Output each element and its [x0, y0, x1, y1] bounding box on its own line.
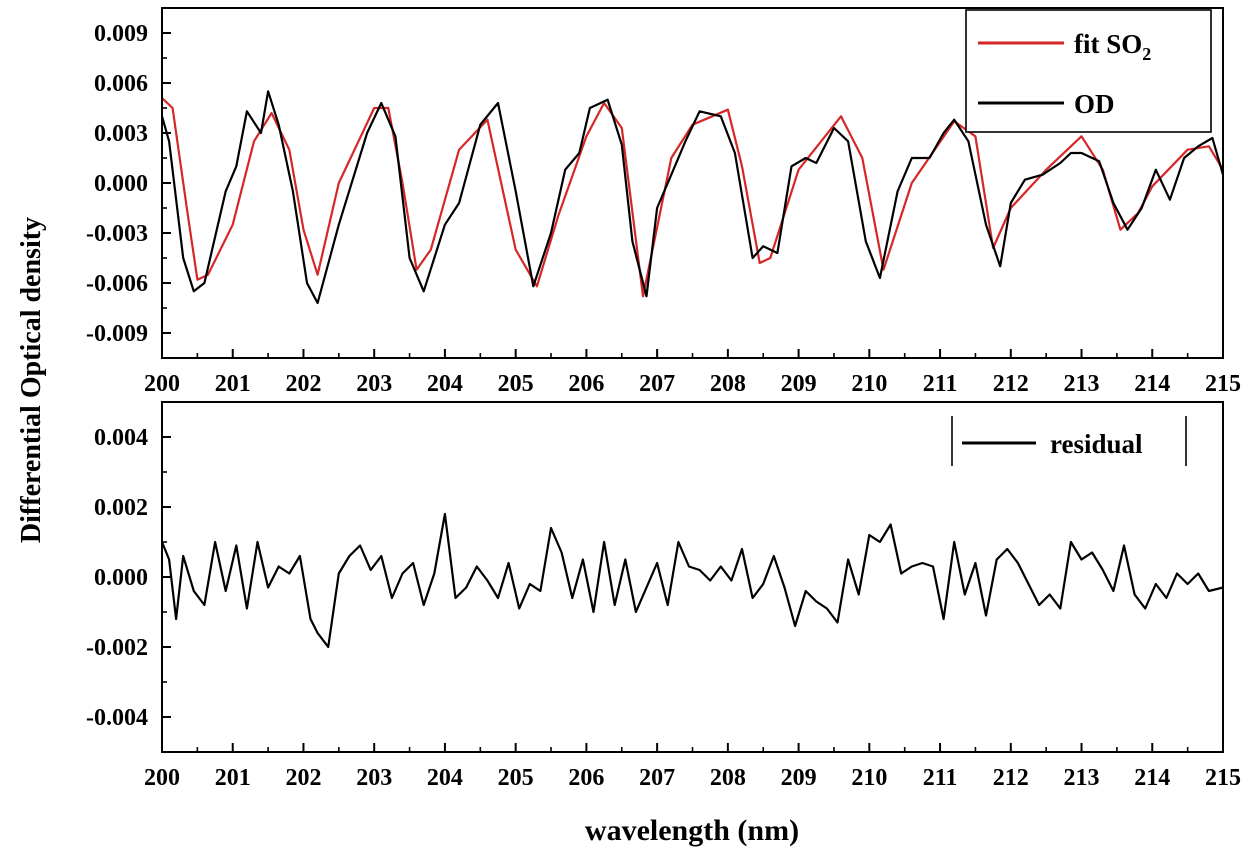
x-tick-label: 212: [993, 371, 1029, 397]
chart-panel-2: 200 201 202 203 204 205 206 207 208 209 210 211 212 2…: [86, 401, 1241, 791]
y-tick-label: -0.006: [86, 271, 148, 297]
x-tick-label: 214: [1134, 371, 1170, 397]
x-tick-label: 202: [285, 371, 321, 397]
x-tick-label: 209: [781, 765, 817, 791]
y-tick-label: -0.002: [86, 635, 148, 661]
x-tick-label: 207: [639, 765, 675, 791]
x-tick-label: 205: [498, 371, 534, 397]
x-tick-label: 202: [285, 765, 321, 791]
legend-label-subscript: 2: [1142, 44, 1151, 64]
x-tick-label: 210: [851, 765, 887, 791]
series-line-od: [160, 90, 1225, 305]
series-line-residual: [160, 512, 1224, 649]
y-tick-label: 0.002: [94, 495, 148, 521]
x-tick-label: 211: [923, 371, 958, 397]
x-tick-label: 208: [710, 765, 746, 791]
legend-bottom: residual: [951, 416, 1187, 466]
y-tick-label: 0.000: [94, 171, 148, 197]
y-axis-label: Differential Optical density: [16, 217, 47, 543]
chart-panel-1: 200 201 202 203 204 205 206 207 208 209 210 211 212 2…: [86, 7, 1241, 397]
x-tick-label: 213: [1064, 371, 1100, 397]
x-tick-label: 201: [215, 371, 251, 397]
x-tick-label: 206: [568, 765, 604, 791]
y-tick-label: -0.009: [86, 321, 148, 347]
legend-box: [965, 9, 1212, 133]
x-tick-label: 210: [851, 371, 887, 397]
legend-label: OD: [1074, 89, 1115, 119]
x-tick-label: 205: [498, 765, 534, 791]
x-tick-label: 207: [639, 371, 675, 397]
x-tick-label: 215: [1205, 371, 1241, 397]
y-tick-label: -0.004: [86, 705, 148, 731]
y-tick-label: 0.000: [94, 565, 148, 591]
y-tick-label: -0.003: [86, 221, 148, 247]
x-tick-label: 209: [781, 371, 817, 397]
y-tick-label: 0.003: [94, 121, 148, 147]
x-tick-label: 213: [1064, 765, 1100, 791]
x-tick-label: 203: [356, 765, 392, 791]
legend-label: residual: [1050, 429, 1143, 459]
legend-label: fit SO2: [1074, 29, 1151, 64]
x-tick-label: 201: [215, 765, 251, 791]
x-tick-label: 204: [427, 371, 463, 397]
x-tick-label: 206: [568, 371, 604, 397]
y-tick-label: 0.004: [94, 425, 148, 451]
x-tick-label: 211: [923, 765, 958, 791]
x-tick-label: 214: [1134, 765, 1170, 791]
x-tick-label: 200: [144, 371, 180, 397]
legend-top: fit SO2 OD: [965, 9, 1212, 133]
x-tick-label: 200: [144, 765, 180, 791]
y-tick-label: 0.009: [94, 21, 148, 47]
x-tick-label: 204: [427, 765, 463, 791]
y-tick-label: 0.006: [94, 71, 148, 97]
x-tick-label: 208: [710, 371, 746, 397]
x-tick-label: 212: [993, 765, 1029, 791]
x-axis-label: wavelength (nm): [585, 814, 799, 847]
x-tick-label: 215: [1205, 765, 1241, 791]
x-tick-label: 203: [356, 371, 392, 397]
